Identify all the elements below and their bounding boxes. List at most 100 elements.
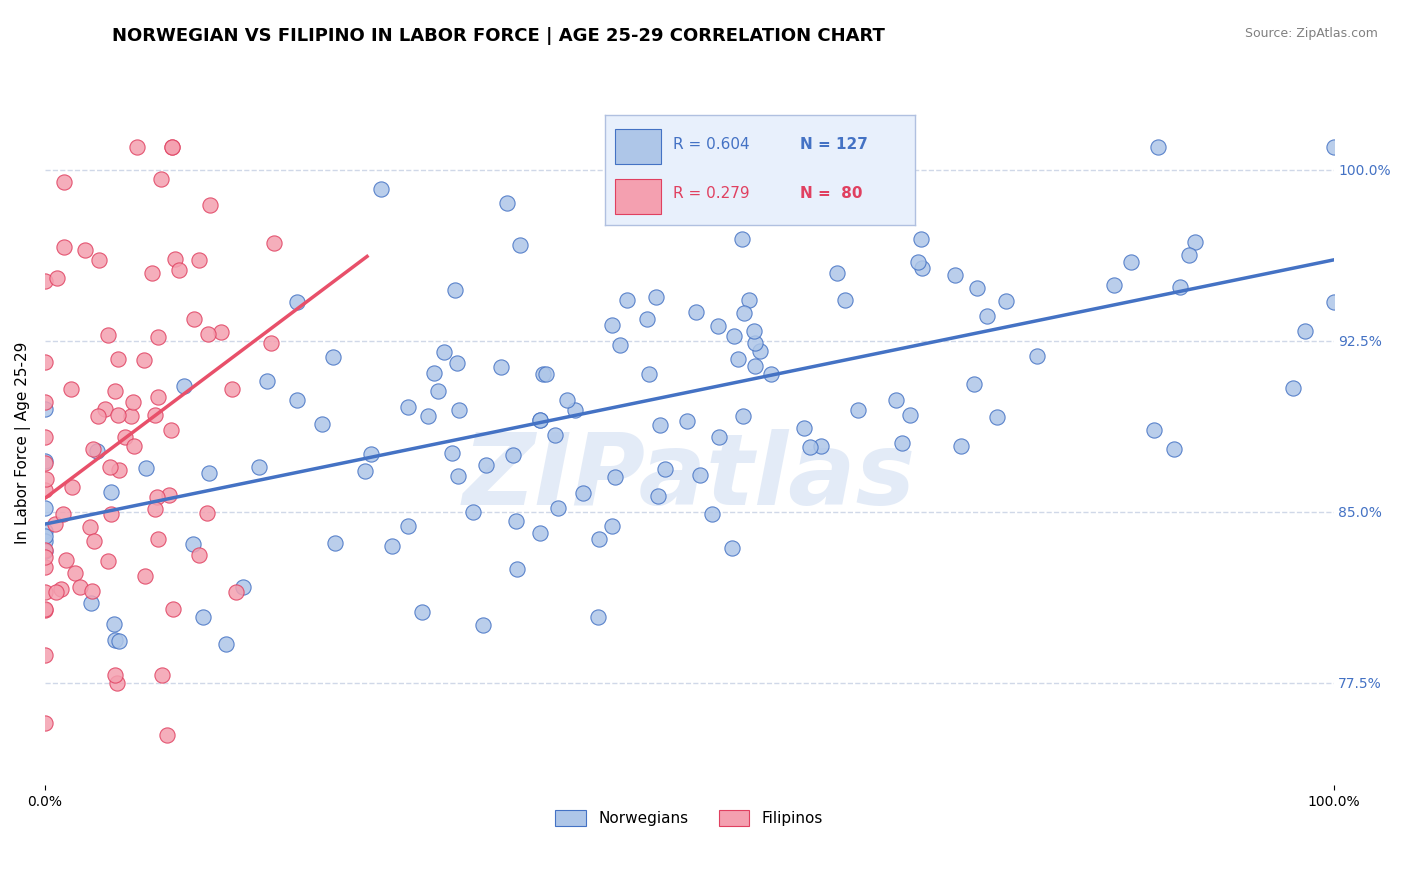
Text: Source: ZipAtlas.com: Source: ZipAtlas.com bbox=[1244, 27, 1378, 40]
Filipinos bbox=[34, 354, 56, 368]
Norwegians bbox=[995, 294, 1018, 309]
Filipinos bbox=[209, 325, 232, 339]
Filipinos bbox=[34, 456, 56, 470]
Filipinos bbox=[197, 327, 219, 342]
Norwegians bbox=[1147, 140, 1170, 154]
Norwegians bbox=[173, 379, 195, 393]
Norwegians bbox=[910, 261, 932, 276]
Norwegians bbox=[256, 374, 278, 388]
Norwegians bbox=[676, 175, 699, 189]
Norwegians bbox=[544, 428, 567, 442]
Filipinos bbox=[93, 401, 115, 416]
Filipinos bbox=[114, 430, 136, 444]
Norwegians bbox=[461, 505, 484, 519]
Norwegians bbox=[759, 367, 782, 381]
Norwegians bbox=[1163, 442, 1185, 456]
Norwegians bbox=[426, 384, 449, 399]
Norwegians bbox=[505, 514, 527, 528]
Filipinos bbox=[143, 501, 166, 516]
Filipinos bbox=[146, 329, 169, 343]
Norwegians bbox=[706, 319, 728, 334]
Norwegians bbox=[103, 616, 125, 631]
Filipinos bbox=[145, 490, 167, 504]
Norwegians bbox=[360, 447, 382, 461]
Norwegians bbox=[880, 157, 903, 171]
Norwegians bbox=[181, 537, 204, 551]
Norwegians bbox=[731, 232, 754, 246]
Filipinos bbox=[34, 584, 56, 599]
Norwegians bbox=[963, 377, 986, 392]
Norwegians bbox=[564, 402, 586, 417]
Filipinos bbox=[134, 569, 156, 583]
Norwegians bbox=[1026, 349, 1049, 363]
Norwegians bbox=[700, 507, 723, 521]
Norwegians bbox=[80, 595, 103, 609]
Norwegians bbox=[723, 329, 745, 343]
Norwegians bbox=[720, 541, 742, 555]
Norwegians bbox=[1322, 294, 1344, 309]
Y-axis label: In Labor Force | Age 25-29: In Labor Force | Age 25-29 bbox=[15, 343, 31, 544]
Filipinos bbox=[187, 549, 209, 563]
Filipinos bbox=[163, 252, 186, 266]
Norwegians bbox=[586, 610, 609, 624]
Text: ZIPatlas: ZIPatlas bbox=[463, 429, 915, 526]
Filipinos bbox=[122, 394, 145, 409]
Norwegians bbox=[793, 421, 815, 435]
Norwegians bbox=[447, 403, 470, 417]
Norwegians bbox=[506, 562, 529, 576]
Filipinos bbox=[104, 384, 127, 398]
Norwegians bbox=[949, 439, 972, 453]
Filipinos bbox=[60, 382, 83, 396]
Filipinos bbox=[34, 602, 56, 616]
Filipinos bbox=[82, 583, 104, 598]
Norwegians bbox=[489, 360, 512, 375]
Filipinos bbox=[34, 395, 56, 409]
Norwegians bbox=[898, 408, 921, 422]
Filipinos bbox=[34, 430, 56, 444]
Norwegians bbox=[34, 534, 56, 549]
Norwegians bbox=[502, 448, 524, 462]
Norwegians bbox=[907, 255, 929, 269]
Norwegians bbox=[446, 356, 468, 370]
Norwegians bbox=[1102, 278, 1125, 293]
Norwegians bbox=[742, 324, 765, 338]
Filipinos bbox=[97, 553, 120, 567]
Filipinos bbox=[60, 480, 83, 494]
Norwegians bbox=[1282, 381, 1305, 395]
Norwegians bbox=[733, 409, 755, 423]
Norwegians bbox=[848, 403, 870, 417]
Norwegians bbox=[572, 486, 595, 500]
Norwegians bbox=[609, 337, 631, 351]
Norwegians bbox=[34, 524, 56, 539]
Filipinos bbox=[162, 601, 184, 615]
Filipinos bbox=[46, 270, 69, 285]
Filipinos bbox=[105, 676, 128, 690]
Norwegians bbox=[323, 536, 346, 550]
Filipinos bbox=[146, 390, 169, 404]
Filipinos bbox=[97, 327, 120, 342]
Norwegians bbox=[34, 529, 56, 543]
Norwegians bbox=[422, 367, 444, 381]
Norwegians bbox=[34, 402, 56, 417]
Norwegians bbox=[834, 293, 856, 308]
Norwegians bbox=[738, 293, 761, 308]
Norwegians bbox=[440, 445, 463, 459]
Filipinos bbox=[65, 566, 87, 580]
Norwegians bbox=[311, 417, 333, 432]
Norwegians bbox=[475, 458, 498, 472]
Norwegians bbox=[1178, 248, 1201, 262]
Filipinos bbox=[108, 463, 131, 477]
Norwegians bbox=[529, 413, 551, 427]
Filipinos bbox=[34, 549, 56, 564]
Filipinos bbox=[146, 532, 169, 546]
Filipinos bbox=[34, 483, 56, 497]
Norwegians bbox=[600, 519, 623, 533]
Filipinos bbox=[100, 507, 122, 521]
Norwegians bbox=[381, 539, 404, 553]
Filipinos bbox=[45, 584, 67, 599]
Norwegians bbox=[354, 464, 377, 478]
Norwegians bbox=[986, 409, 1008, 424]
Filipinos bbox=[55, 553, 77, 567]
Filipinos bbox=[82, 442, 104, 456]
Norwegians bbox=[34, 454, 56, 468]
